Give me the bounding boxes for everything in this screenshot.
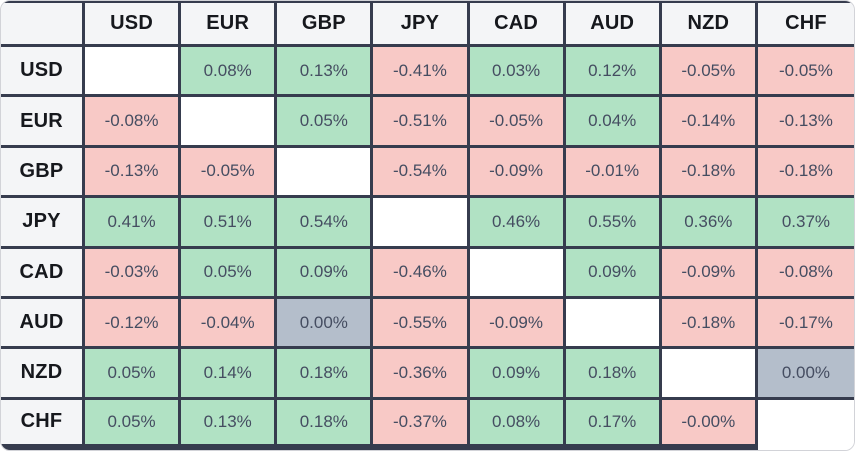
cell-AUD-GBP: 0.00% — [277, 298, 374, 350]
cell-JPY-GBP: 0.54% — [277, 198, 374, 249]
cell-GBP-JPY: -0.54% — [373, 147, 470, 199]
cell-AUD-CAD: -0.09% — [469, 298, 566, 350]
cell-CHF-CAD: 0.08% — [469, 399, 566, 450]
cell-NZD-AUD: 0.18% — [565, 349, 662, 400]
cell-NZD-CHF: 0.00% — [757, 349, 854, 400]
cell-USD-CAD: 0.03% — [469, 47, 566, 98]
cell-JPY-USD: 0.41% — [85, 198, 182, 249]
cell-USD-JPY: -0.41% — [373, 47, 470, 98]
cell-USD-GBP: 0.13% — [277, 47, 374, 98]
cell-GBP-USD: -0.13% — [85, 147, 182, 199]
cell-GBP-CAD: -0.09% — [469, 147, 566, 199]
col-header-CAD: CAD — [469, 1, 566, 47]
cell-CHF-JPY: -0.37% — [373, 399, 470, 450]
cell-JPY-JPY — [373, 198, 470, 249]
cell-AUD-AUD — [565, 298, 662, 350]
cell-NZD-JPY: -0.36% — [373, 349, 470, 400]
row-header-EUR: EUR — [1, 97, 85, 148]
cell-CHF-USD: 0.05% — [85, 399, 182, 450]
col-header-JPY: JPY — [373, 1, 470, 47]
cell-EUR-USD: -0.08% — [85, 97, 182, 148]
row-header-CAD: CAD — [1, 248, 85, 299]
cell-CHF-CHF — [757, 399, 854, 450]
cell-CHF-EUR: 0.13% — [181, 399, 278, 450]
cell-USD-USD — [85, 47, 182, 98]
col-header-GBP: GBP — [277, 1, 374, 47]
row-header-USD: USD — [1, 47, 85, 98]
cell-EUR-NZD: -0.14% — [661, 97, 758, 148]
cell-NZD-USD: 0.05% — [85, 349, 182, 400]
cell-USD-NZD: -0.05% — [661, 47, 758, 98]
cell-USD-AUD: 0.12% — [565, 47, 662, 98]
cell-CHF-NZD: -0.00% — [661, 399, 758, 450]
cell-GBP-NZD: -0.18% — [661, 147, 758, 199]
cell-AUD-EUR: -0.04% — [181, 298, 278, 350]
corner-cell — [1, 1, 85, 47]
cell-AUD-JPY: -0.55% — [373, 298, 470, 350]
cell-CAD-EUR: 0.05% — [181, 248, 278, 299]
cell-CAD-CHF: -0.08% — [757, 248, 854, 299]
row-header-NZD: NZD — [1, 349, 85, 400]
cell-JPY-AUD: 0.55% — [565, 198, 662, 249]
cell-JPY-NZD: 0.36% — [661, 198, 758, 249]
cell-CHF-GBP: 0.18% — [277, 399, 374, 450]
cell-CAD-JPY: -0.46% — [373, 248, 470, 299]
cell-CAD-NZD: -0.09% — [661, 248, 758, 299]
cell-NZD-GBP: 0.18% — [277, 349, 374, 400]
cell-GBP-EUR: -0.05% — [181, 147, 278, 199]
row-header-AUD: AUD — [1, 298, 85, 350]
cell-JPY-CAD: 0.46% — [469, 198, 566, 249]
cell-AUD-NZD: -0.18% — [661, 298, 758, 350]
cell-JPY-EUR: 0.51% — [181, 198, 278, 249]
col-header-AUD: AUD — [565, 1, 662, 47]
cell-CHF-AUD: 0.17% — [565, 399, 662, 450]
col-header-USD: USD — [85, 1, 182, 47]
cell-AUD-USD: -0.12% — [85, 298, 182, 350]
row-header-CHF: CHF — [1, 399, 85, 450]
cell-CAD-CAD — [469, 248, 566, 299]
cell-CAD-USD: -0.03% — [85, 248, 182, 299]
cell-NZD-NZD — [661, 349, 758, 400]
cell-GBP-GBP — [277, 147, 374, 199]
cell-EUR-EUR — [181, 97, 278, 148]
cell-EUR-JPY: -0.51% — [373, 97, 470, 148]
row-header-GBP: GBP — [1, 147, 85, 199]
cell-EUR-AUD: 0.04% — [565, 97, 662, 148]
cell-EUR-CAD: -0.05% — [469, 97, 566, 148]
cell-USD-CHF: -0.05% — [757, 47, 854, 98]
cell-CAD-AUD: 0.09% — [565, 248, 662, 299]
cell-CAD-GBP: 0.09% — [277, 248, 374, 299]
row-header-JPY: JPY — [1, 198, 85, 249]
cell-USD-EUR: 0.08% — [181, 47, 278, 98]
cell-AUD-CHF: -0.17% — [757, 298, 854, 350]
col-header-NZD: NZD — [661, 1, 758, 47]
cell-JPY-CHF: 0.37% — [757, 198, 854, 249]
cell-EUR-GBP: 0.05% — [277, 97, 374, 148]
cell-NZD-EUR: 0.14% — [181, 349, 278, 400]
col-header-CHF: CHF — [757, 1, 854, 47]
cell-GBP-AUD: -0.01% — [565, 147, 662, 199]
cell-GBP-CHF: -0.18% — [757, 147, 854, 199]
cell-EUR-CHF: -0.13% — [757, 97, 854, 148]
cell-NZD-CAD: 0.09% — [469, 349, 566, 400]
col-header-EUR: EUR — [181, 1, 278, 47]
